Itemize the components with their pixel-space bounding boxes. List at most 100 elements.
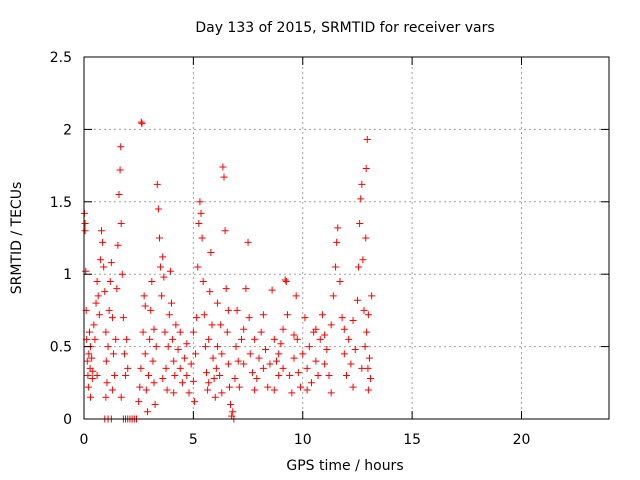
data-point [332,263,340,271]
data-point [110,350,118,358]
data-point [279,325,287,333]
data-point [193,314,201,322]
data-point [205,335,213,343]
data-point [102,357,110,365]
data-point [123,335,131,343]
data-point [143,408,151,416]
data-point [201,343,209,351]
data-point [161,328,169,336]
data-point [204,386,212,394]
data-point [112,335,120,343]
data-point [88,354,96,362]
data-point [115,191,123,199]
data-point [222,285,230,293]
data-point [101,288,109,296]
data-point [94,292,102,300]
data-point [93,277,101,285]
data-point [135,398,143,406]
data-point [340,325,348,333]
data-point [89,367,97,375]
y-tick-label: 0 [63,412,72,428]
data-point [99,238,107,246]
data-point [117,220,125,228]
data-point [363,136,371,144]
data-point [172,321,180,329]
data-point [160,273,168,281]
data-point [118,270,126,278]
x-tick-label: 0 [80,432,89,448]
x-tick-label: 10 [294,432,312,448]
data-point [305,343,313,351]
data-point [259,311,267,319]
x-tick-label: 15 [403,432,421,448]
data-point [164,343,172,351]
data-point [205,379,213,387]
data-point [117,393,125,401]
data-point [139,328,147,336]
data-point [312,325,320,333]
data-point [146,335,154,343]
data-point [299,350,307,358]
data-point [210,374,218,382]
data-point [197,209,205,217]
data-point [192,350,200,358]
data-point [159,253,167,261]
data-point [327,321,335,329]
data-point [246,350,254,358]
data-point [365,354,373,362]
data-point [200,311,208,319]
data-point [141,302,149,310]
data-point [308,379,315,387]
data-point [108,386,116,394]
data-point [235,383,243,391]
data-point [316,335,324,343]
data-point [357,195,365,203]
data-point [149,357,157,365]
data-point [203,369,210,377]
data-point [353,296,361,304]
data-point [199,277,207,285]
data-point [343,372,350,380]
y-tick-label: 1.5 [50,195,72,211]
data-point [351,345,359,353]
data-point [185,389,193,397]
data-point [349,317,357,325]
data-point [211,393,219,401]
data-point [288,389,296,397]
data-point [176,328,184,336]
data-point [275,372,283,380]
data-point [116,166,124,174]
data-point [355,263,363,271]
data-point [368,292,376,300]
data-point [153,180,161,188]
data-point [240,360,248,368]
data-point [170,389,178,397]
data-point [242,285,250,293]
data-point [208,321,216,329]
data-point [325,372,333,380]
data-point [363,328,371,336]
data-point [107,259,115,267]
data-point [264,383,272,391]
data-point [294,369,302,377]
data-point [81,220,89,228]
x-tick-label: 5 [189,432,198,448]
data-point [257,328,265,336]
data-point [225,383,233,391]
data-point [255,354,263,362]
data-point [207,248,215,256]
data-point [81,227,89,235]
data-point [303,386,311,394]
data-point [150,325,158,333]
data-point [259,364,267,372]
data-point [221,227,229,235]
data-point [162,364,170,372]
data-point [349,383,357,391]
data-point [323,345,331,353]
data-point [338,314,346,322]
data-point [93,372,101,380]
data-point [183,372,191,380]
data-point [196,198,204,206]
data-point [301,314,309,322]
data-point [189,377,197,385]
